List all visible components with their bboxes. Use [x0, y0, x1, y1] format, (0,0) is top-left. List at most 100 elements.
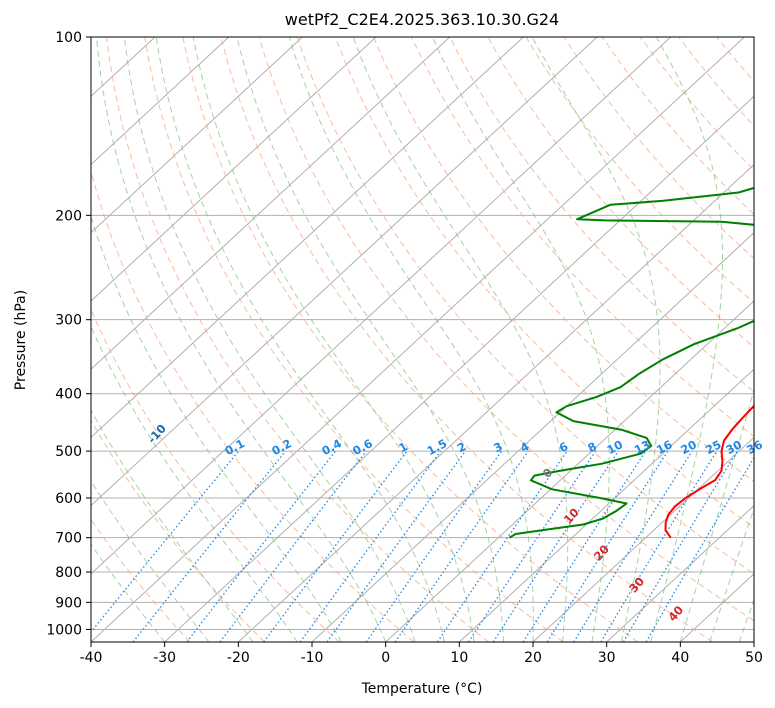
mixing-ratio-label: 30	[723, 437, 744, 457]
chart-title: wetPf2_C2E4.2025.363.10.30.G24	[285, 10, 559, 30]
isotherm-gridline	[237, 163, 754, 642]
moist-adiabat	[91, 409, 254, 642]
dry-adiabat	[755, 37, 775, 642]
mixing-ratio-label: 1.5	[425, 436, 450, 458]
y-tick-label: 400	[55, 387, 82, 403]
moist-adiabat	[352, 37, 569, 642]
x-tick-label: 40	[671, 650, 689, 666]
mixing-ratio-label: 20	[678, 437, 699, 457]
mixing-ratio-line	[600, 450, 718, 642]
mixing-ratio-line	[365, 450, 503, 642]
isotherm-gridline	[532, 436, 754, 642]
y-tick-label: 600	[55, 491, 82, 507]
mixing-ratio-label: 3	[491, 439, 505, 455]
y-tick-label: 500	[55, 444, 82, 460]
y-tick-label: 300	[55, 313, 82, 329]
moist-adiabat	[709, 506, 754, 642]
dry-adiabat-label: -10	[145, 421, 169, 446]
isotherm-gridline	[753, 641, 754, 642]
isotherm-gridline	[91, 37, 451, 370]
axis-ticks: -40 -30 -20 -10 0 10 20 30 40 50 100 200 300 400 500 60…	[46, 30, 763, 666]
moist-adiabat	[123, 37, 416, 642]
x-tick-label: -20	[227, 650, 250, 666]
mixing-ratio-line	[299, 450, 442, 642]
mixing-ratio-label: 2	[455, 439, 469, 455]
isotherm-gridline	[91, 37, 524, 439]
dry-adiabat	[334, 37, 754, 528]
mixing-ratio-line	[186, 450, 337, 642]
dry-adiabat	[182, 37, 639, 642]
plot-frame	[90, 36, 755, 643]
temperature-profile-line	[664, 403, 754, 539]
dry-adiabat	[372, 37, 754, 483]
mixing-ratio-label: 16	[654, 437, 675, 457]
dry-adiabat	[91, 308, 340, 642]
isotherm-gridline	[679, 573, 754, 642]
moist-adiabat	[679, 387, 754, 642]
dry-adiabat	[91, 419, 265, 642]
moist-adiabat-label: 20	[591, 542, 612, 563]
moist-adiabat	[192, 37, 475, 642]
dry-adiabat	[678, 37, 754, 127]
moist-adiabat	[431, 37, 610, 642]
moist-adiabat	[91, 543, 166, 642]
moist-adiabat	[91, 479, 210, 642]
mixing-ratio-line	[326, 450, 467, 642]
dry-adiabat	[487, 37, 754, 348]
isotherm-gridline	[91, 37, 303, 234]
moist-adiabat	[91, 325, 298, 642]
isotherm-gridline	[91, 37, 230, 166]
mixing-ratio-label: 10	[604, 437, 625, 457]
mixing-ratio-line	[573, 450, 693, 642]
isotherm-gridline	[385, 300, 754, 642]
x-tick-label: 10	[450, 650, 468, 666]
mixing-ratio-line	[522, 450, 647, 642]
isotherm-gridline	[91, 37, 745, 642]
x-tick-label: -30	[153, 650, 176, 666]
moist-adiabat	[650, 37, 723, 642]
moist-adiabat	[738, 598, 754, 642]
dry-adiabat	[449, 37, 754, 393]
mixing-ratio-line	[394, 450, 529, 642]
moist-adiabat	[531, 37, 661, 642]
mixing-ratio-label: 25	[703, 437, 724, 457]
moist-adiabat-label: 30	[626, 574, 647, 595]
moist-adiabat-label: 10	[561, 505, 582, 526]
x-tick-label: 0	[381, 650, 390, 666]
y-tick-label: 200	[55, 208, 82, 224]
moist-adiabat	[288, 37, 534, 642]
y-tick-label: 100	[55, 30, 82, 46]
dry-adiabat	[258, 37, 754, 622]
mixing-ratio-line	[546, 450, 669, 642]
plot-labels: 0.1 0.2 0.4 0.6 1 1.5 2 3 4 6 8 10 13 16 20 25 30 36-1001…	[145, 421, 765, 624]
x-tick-label: 50	[745, 650, 763, 666]
y-tick-label: 800	[55, 565, 82, 581]
dry-adiabat	[716, 37, 754, 82]
plot-series	[508, 186, 754, 539]
dewpoint-profile-line	[508, 186, 754, 539]
x-tick-label: -40	[80, 650, 103, 666]
isotherm-gridline	[91, 37, 598, 507]
mixing-ratio-label: 4	[518, 439, 532, 455]
isotherm-gridline	[91, 37, 377, 302]
y-axis-label: Pressure (hPa)	[13, 290, 29, 390]
mixing-ratio-line	[467, 450, 597, 642]
mixing-ratio-label: 36	[744, 437, 765, 457]
dry-adiabat	[220, 37, 713, 642]
moist-adiabat-label: 40	[665, 603, 686, 624]
dry-adiabat	[296, 37, 754, 575]
mixing-ratio-label: 13	[632, 437, 653, 457]
dry-adiabat	[411, 37, 754, 437]
mixing-ratio-label: 0.2	[269, 436, 294, 458]
x-tick-label: -10	[301, 650, 324, 666]
x-tick-label: 30	[598, 650, 616, 666]
plot-grid	[91, 37, 775, 642]
dry-adiabat	[91, 169, 415, 642]
x-axis-label: Temperature (°C)	[361, 681, 483, 697]
isotherm-gridline	[458, 368, 754, 642]
moist-adiabat	[236, 37, 504, 642]
mixing-ratio-line	[132, 450, 287, 642]
isotherm-gridline	[164, 95, 754, 642]
dry-adiabat	[525, 37, 754, 304]
